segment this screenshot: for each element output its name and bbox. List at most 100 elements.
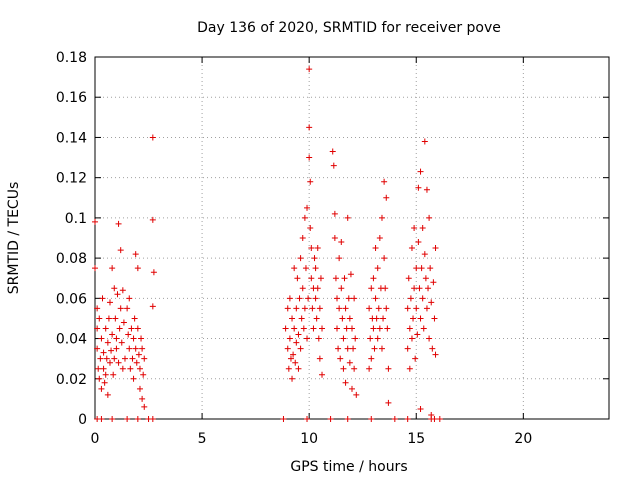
data-point — [372, 295, 379, 302]
data-point — [404, 416, 411, 422]
data-point — [421, 251, 428, 258]
data-point — [92, 218, 98, 225]
data-point — [432, 351, 439, 358]
data-point — [340, 335, 347, 342]
data-point — [378, 345, 385, 352]
data-point — [422, 275, 429, 282]
data-point — [297, 345, 304, 352]
data-point — [407, 295, 414, 302]
data-point — [135, 351, 142, 358]
data-point — [408, 335, 415, 342]
data-point — [103, 355, 110, 362]
data-point — [129, 355, 136, 362]
data-point — [341, 275, 348, 282]
data-point — [297, 255, 304, 262]
data-point — [383, 194, 390, 201]
data-point — [384, 325, 391, 332]
data-point — [431, 416, 438, 422]
y-tick-label: 0 — [78, 412, 87, 428]
data-point — [124, 305, 131, 312]
data-point — [105, 315, 112, 322]
data-point — [408, 245, 415, 252]
data-point — [374, 265, 381, 272]
data-point — [117, 247, 124, 254]
data-point — [342, 305, 349, 312]
data-point — [109, 265, 116, 272]
data-point — [349, 325, 355, 332]
chart-title: Day 136 of 2020, SRMTID for receiver pov… — [197, 20, 501, 36]
data-point — [112, 315, 119, 322]
data-point — [381, 178, 388, 185]
data-point — [411, 224, 418, 231]
data-point — [313, 315, 320, 322]
data-point — [291, 265, 298, 272]
data-point — [149, 416, 156, 422]
x-axis-label: GPS time / hours — [290, 459, 407, 475]
data-point — [418, 265, 425, 272]
data-point — [118, 339, 125, 346]
data-point — [286, 335, 293, 342]
data-points — [92, 66, 443, 422]
data-point — [352, 335, 359, 342]
data-point — [110, 371, 117, 378]
data-point — [295, 331, 302, 338]
data-point — [308, 275, 315, 282]
data-point — [332, 275, 339, 282]
data-point — [340, 365, 347, 372]
data-point — [415, 239, 422, 246]
x-tick-label: 15 — [407, 431, 425, 447]
data-point — [301, 305, 308, 312]
data-point — [131, 315, 138, 322]
data-point — [312, 295, 319, 302]
data-point — [104, 391, 111, 398]
data-point — [430, 279, 437, 286]
data-point — [96, 375, 103, 382]
data-point — [136, 385, 143, 392]
data-point — [338, 285, 345, 292]
data-point — [139, 345, 146, 352]
data-point — [417, 315, 424, 322]
data-point — [432, 245, 439, 252]
data-point — [114, 291, 121, 298]
data-point — [344, 416, 351, 422]
y-tick-label: 0.18 — [56, 50, 87, 66]
data-point — [353, 391, 360, 398]
data-point — [289, 375, 296, 382]
data-point — [96, 315, 103, 322]
data-point — [285, 365, 292, 372]
data-point — [98, 385, 105, 392]
data-point — [102, 371, 109, 378]
data-point — [117, 305, 124, 312]
data-point — [344, 214, 351, 221]
data-point — [307, 224, 314, 231]
data-point — [149, 303, 156, 310]
data-point — [299, 285, 306, 292]
data-point — [108, 347, 115, 354]
data-point — [130, 375, 137, 382]
data-point — [133, 359, 140, 366]
data-point — [427, 265, 434, 272]
data-point — [284, 305, 291, 312]
data-point — [113, 345, 120, 352]
data-point — [316, 305, 323, 312]
data-point — [376, 235, 383, 241]
data-point — [337, 355, 344, 362]
x-tick-label: 5 — [198, 431, 207, 447]
data-point — [292, 359, 299, 366]
data-point — [371, 345, 378, 352]
data-point — [419, 295, 426, 302]
data-point — [327, 416, 334, 422]
data-point — [346, 315, 353, 322]
data-point — [419, 224, 426, 231]
data-point — [428, 299, 435, 306]
x-axis: 0 5 10 15 20 — [91, 57, 532, 447]
y-tick-label: 0.12 — [56, 171, 87, 187]
data-point — [351, 295, 358, 302]
data-point — [302, 265, 309, 272]
data-point — [380, 315, 387, 322]
y-axis-label: SRMTID / TECUs — [6, 182, 22, 295]
data-point — [121, 355, 128, 362]
data-point — [391, 416, 398, 422]
data-point — [374, 335, 381, 342]
data-point — [116, 325, 123, 332]
